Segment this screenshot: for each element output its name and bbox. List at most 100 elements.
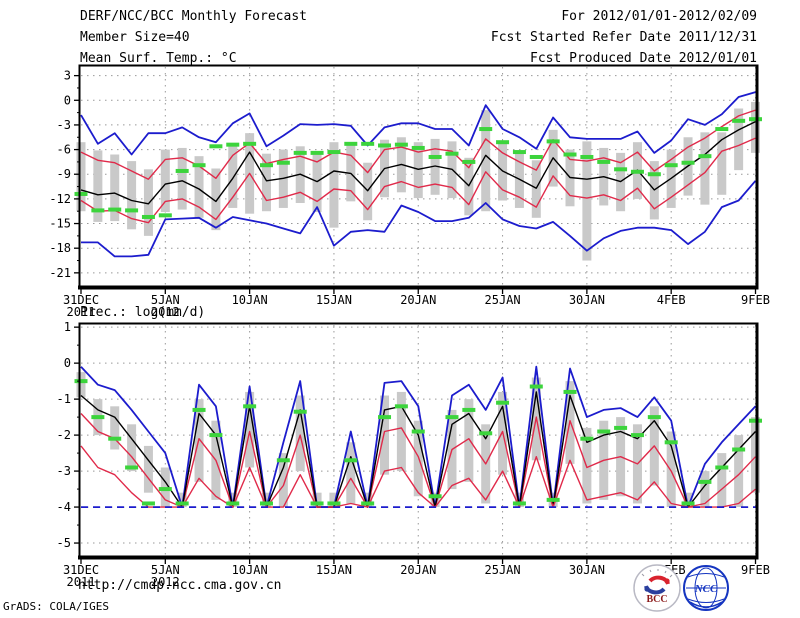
verification-marker	[378, 143, 392, 148]
ensemble-spread-bar	[396, 391, 406, 472]
x-tick-sublabel: 2012	[151, 305, 180, 319]
verification-marker	[310, 501, 324, 506]
verification-marker	[715, 465, 729, 470]
verification-marker	[108, 436, 122, 441]
ensemble-spread-bar	[464, 399, 474, 482]
verification-marker	[546, 139, 560, 144]
verification-marker	[715, 127, 729, 132]
x-tick-label: 5JAN	[151, 563, 180, 577]
verification-marker	[209, 144, 223, 149]
series-ensemble-max	[80, 365, 757, 509]
verification-marker	[192, 163, 206, 168]
verification-marker	[681, 160, 695, 165]
ensemble-spread-bar	[717, 453, 727, 508]
y-tick-label: -9	[57, 167, 71, 181]
verification-marker	[226, 142, 240, 147]
ensemble-spread-bar	[76, 142, 86, 212]
verification-marker	[293, 150, 307, 155]
verification-marker	[310, 150, 324, 155]
ensemble-spread-bar	[127, 161, 137, 230]
ensemble-spread-bar	[700, 132, 710, 205]
ensemble-spread-bar	[666, 431, 676, 508]
series-mean-minus-sigma	[80, 445, 756, 508]
bcc-logo: BCC	[633, 564, 681, 612]
ensemble-spread-bar	[143, 445, 153, 493]
verification-marker	[394, 404, 408, 409]
ncc-parallel-south	[687, 598, 725, 603]
verification-marker	[293, 409, 307, 414]
verification-marker	[647, 415, 661, 420]
grads-credit: GrADS: COLA/IGES	[3, 600, 109, 613]
verification-marker	[698, 479, 712, 484]
verification-marker	[175, 501, 189, 506]
y-tick-label: -18	[49, 241, 71, 255]
verification-marker	[664, 440, 678, 445]
footer-logos: BCC NCC	[633, 564, 729, 612]
ensemble-spread-bar	[261, 492, 271, 508]
bcc-swirl-red-dot	[664, 578, 670, 584]
verification-marker	[259, 163, 273, 168]
verification-marker	[681, 501, 695, 506]
ensemble-spread-bar	[278, 453, 288, 508]
source-url: http://cmdp.ncc.cma.gov.cn	[78, 578, 282, 593]
ensemble-spread-bar	[295, 395, 305, 472]
series-ensemble-mean	[80, 391, 757, 508]
y-tick-label: 3	[64, 69, 71, 83]
x-tick-label: 15JAN	[316, 563, 352, 577]
verification-marker	[563, 389, 577, 394]
y-tick-label: -21	[49, 266, 71, 280]
verification-marker	[411, 145, 425, 150]
x-tick-label: 20JAN	[400, 293, 436, 307]
valid-range-label: For 2012/01/01-2012/02/09	[561, 9, 757, 24]
verification-marker	[512, 501, 526, 506]
verification-marker	[209, 433, 223, 438]
x-tick-label: 10JAN	[232, 563, 268, 577]
ensemble-spread-bar	[177, 147, 187, 210]
x-tick-label: 25JAN	[485, 563, 521, 577]
produced-date-label: Fcst Produced Date 2012/01/01	[530, 51, 757, 66]
verification-marker	[276, 458, 290, 463]
x-tick-label: 4FEB	[657, 293, 686, 307]
y-tick-label: -4	[57, 500, 71, 514]
verification-marker	[698, 154, 712, 159]
ensemble-spread-bar	[531, 160, 541, 218]
verification-marker	[158, 213, 172, 218]
ensemble-spread-bar	[346, 442, 356, 504]
x-tick-label: 10JAN	[232, 293, 268, 307]
verification-marker	[479, 431, 493, 436]
verification-marker	[580, 436, 594, 441]
ncc-parallel-north	[687, 573, 725, 578]
verification-marker	[243, 404, 257, 409]
x-tick-label: 9FEB	[741, 563, 770, 577]
verification-marker	[597, 429, 611, 434]
y-tick-label: -5	[57, 536, 71, 550]
verification-marker	[243, 141, 257, 146]
y-tick-label: -6	[57, 143, 71, 157]
verification-marker	[108, 207, 122, 212]
ensemble-spread-bar	[110, 154, 120, 222]
verification-marker	[732, 118, 746, 123]
verification-marker	[141, 214, 155, 219]
y-tick-label: -3	[57, 464, 71, 478]
bcc-ring-text-marks	[641, 569, 673, 578]
ensemble-spread-bar	[717, 132, 727, 195]
ensemble-spread-bar	[481, 110, 491, 212]
ensemble-spread-bar	[363, 492, 373, 508]
verification-marker	[158, 487, 172, 492]
x-tick-label: 15JAN	[316, 293, 352, 307]
verification-marker	[614, 425, 628, 430]
member-size-label: Member Size=40	[80, 30, 190, 45]
series-ensemble-mean	[80, 120, 756, 205]
y-tick-label: -15	[49, 217, 71, 231]
x-tick-label: 20JAN	[400, 563, 436, 577]
verification-marker	[141, 501, 155, 506]
ensemble-spread-bar	[110, 406, 120, 450]
bcc-logo-text: BCC	[646, 594, 667, 605]
ensemble-spread-bar	[430, 492, 440, 508]
ensemble-spread-bar	[93, 150, 103, 222]
ensemble-spread-bar	[363, 162, 373, 221]
x-tick-label: 9FEB	[741, 293, 770, 307]
